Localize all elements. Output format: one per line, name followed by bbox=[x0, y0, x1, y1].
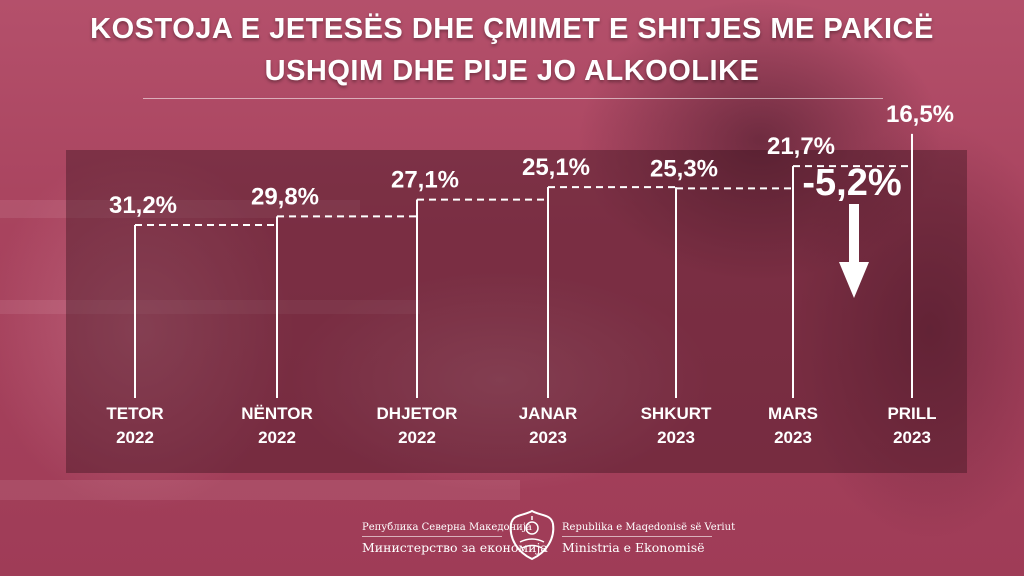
down-arrow-icon bbox=[839, 204, 869, 298]
footer-divider-right bbox=[562, 536, 712, 537]
coat-of-arms-icon bbox=[509, 509, 555, 561]
ministry-name-sq-line2: Ministria e Ekonomisë bbox=[562, 540, 705, 555]
data-label: 21,7% bbox=[767, 133, 835, 160]
x-tick-year: 2023 bbox=[893, 428, 931, 447]
background-shelf-2 bbox=[0, 300, 420, 314]
x-tick-month: NËNTOR bbox=[241, 404, 312, 423]
data-label: 31,2% bbox=[109, 192, 177, 219]
x-tick-year: 2022 bbox=[398, 428, 436, 447]
x-tick-month: PRILL bbox=[887, 404, 936, 423]
ministry-name-mk-line1: Република Северна Македонија bbox=[362, 522, 532, 533]
chart-title-line2: USHQIM DHE PIJE JO ALKOOLIKE bbox=[264, 55, 760, 87]
footer-divider-left bbox=[362, 536, 502, 537]
title-divider bbox=[143, 98, 883, 99]
x-tick-month: JANAR bbox=[519, 404, 578, 423]
x-tick-month: DHJETOR bbox=[377, 404, 458, 423]
x-tick-month: TETOR bbox=[106, 404, 163, 423]
ministry-name-sq-line1: Republika e Maqedonisë së Veriut bbox=[562, 522, 736, 533]
annotation-label: -5,2% bbox=[802, 162, 901, 204]
x-tick-month: MARS bbox=[768, 404, 818, 423]
ministry-name-mk-line2: Министерство за економија bbox=[362, 540, 548, 555]
data-label: 25,1% bbox=[522, 154, 590, 181]
x-tick-year: 2022 bbox=[258, 428, 296, 447]
change-annotation: -5,2% bbox=[802, 162, 902, 298]
chart-panel bbox=[66, 150, 967, 473]
x-tick-month: SHKURT bbox=[641, 404, 712, 423]
background-shelf-1 bbox=[0, 200, 360, 218]
x-tick-year: 2022 bbox=[116, 428, 154, 447]
x-tick-year: 2023 bbox=[774, 428, 812, 447]
x-tick-year: 2023 bbox=[529, 428, 567, 447]
x-tick-year: 2023 bbox=[657, 428, 695, 447]
data-label: 27,1% bbox=[391, 167, 459, 194]
data-label: 25,3% bbox=[650, 155, 718, 182]
data-label: 16,5% bbox=[886, 101, 954, 128]
background-shelf-3 bbox=[0, 480, 520, 500]
data-label: 29,8% bbox=[251, 183, 319, 210]
chart-title-line1: KOSTOJA E JETESËS DHE ÇMIMET E SHITJES M… bbox=[90, 13, 934, 45]
